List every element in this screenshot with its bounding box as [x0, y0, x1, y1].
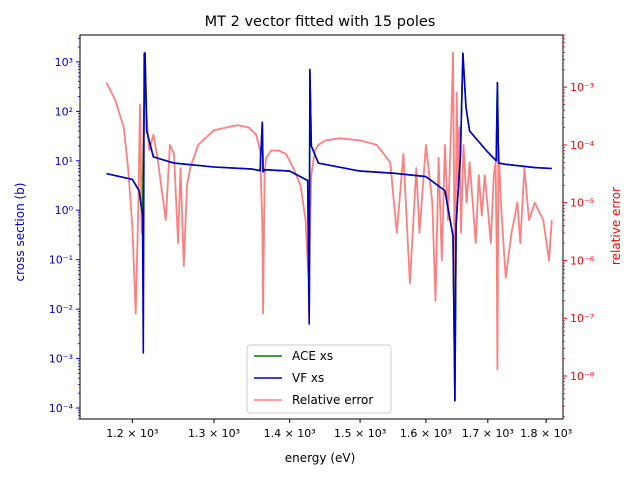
x-tick-label: 1.6 × 10³	[400, 427, 452, 440]
x-tick-label: 1.2 × 10³	[106, 427, 158, 440]
y-right-tick-label: 10⁻⁶	[570, 254, 595, 267]
y-left-tick-label: 10⁻⁴	[49, 402, 74, 415]
legend: ACE xs VF xs Relative error	[246, 344, 392, 414]
y-left-tick-label: 10⁰	[55, 204, 74, 217]
series-line-relative-error	[105, 51, 553, 371]
legend-frame	[246, 344, 392, 414]
axes: 1.2 × 10³ 1.3 × 10³ 1.4 × 10³ 1.5 × 10³ 1.6 …	[49, 34, 595, 440]
series-group	[105, 51, 553, 402]
x-tick-label: 1.7 × 10³	[462, 427, 514, 440]
y-left-tick-label: 10⁻²	[49, 303, 73, 316]
y-right-tick-label: 10⁻³	[570, 81, 594, 94]
chart-title: MT 2 vector fitted with 15 poles	[205, 14, 436, 30]
y-left-tick-label: 10⁻³	[49, 353, 73, 366]
plot-area	[105, 51, 553, 402]
y-right-tick-label: 10⁻⁷	[570, 312, 594, 325]
series-line-vf-xs	[106, 52, 552, 402]
y-left-tick-label: 10³	[55, 56, 73, 69]
legend-label-error: Relative error	[292, 393, 373, 407]
x-tick-label: 1.8 × 10³	[520, 427, 572, 440]
y-axis-right-label: relative error	[609, 187, 623, 265]
y-left-tick-label: 10²	[55, 105, 73, 118]
legend-label-ace: ACE xs	[292, 349, 333, 363]
y-right-tick-label: 10⁻⁸	[570, 370, 595, 383]
x-tick-label: 1.4 × 10³	[264, 427, 316, 440]
legend-label-vf: VF xs	[292, 371, 324, 385]
axes-frame	[79, 34, 564, 420]
x-axis-label: energy (eV)	[285, 451, 356, 465]
x-tick-label: 1.5 × 10³	[334, 427, 386, 440]
x-tick-label: 1.3 × 10³	[188, 427, 240, 440]
y-left-tick-label: 10¹	[55, 155, 73, 168]
y-axis-left-label: cross section (b)	[13, 183, 27, 282]
y-right-tick-label: 10⁻⁴	[570, 139, 595, 152]
y-right-tick-label: 10⁻⁵	[570, 197, 594, 210]
y-left-tick-label: 10⁻¹	[49, 254, 73, 267]
